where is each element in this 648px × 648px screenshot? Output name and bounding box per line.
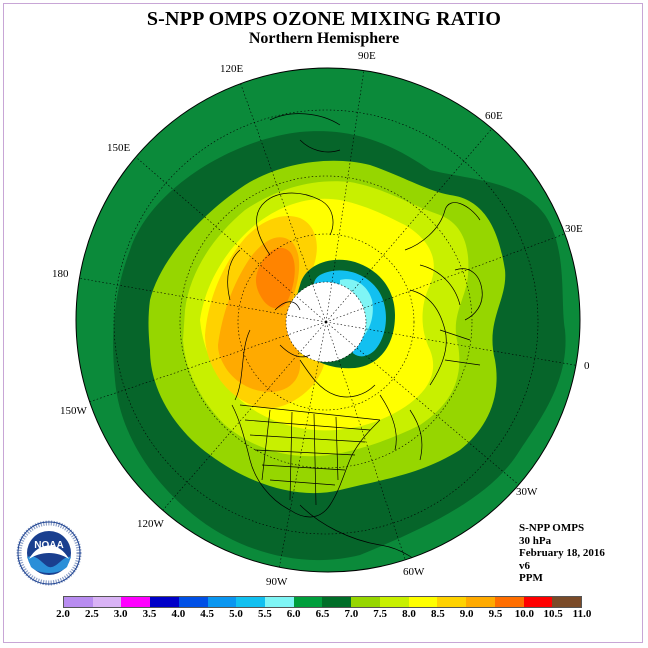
longitude-label-150w: 150W [60, 405, 87, 417]
legend-bin-5 [207, 597, 237, 607]
legend-bin-4 [178, 597, 208, 607]
legend-bin-17 [552, 597, 581, 607]
legend-tick-label: 8.0 [402, 608, 416, 620]
product-info: S-NPP OMPS 30 hPa February 18, 2016 v6 P… [519, 522, 605, 585]
graticule [77, 69, 580, 572]
legend-tick-label: 8.5 [430, 608, 445, 620]
legend-bin-10 [351, 597, 380, 607]
legend-tick-label: 6.5 [315, 608, 330, 620]
legend-tick-label: 5.5 [257, 608, 272, 620]
legend-bin-11 [379, 597, 409, 607]
legend-bin-3 [150, 597, 179, 607]
longitude-label-30w: 30W [516, 486, 538, 498]
legend-tick-label: 3.0 [113, 608, 128, 620]
longitude-label-120w: 120W [137, 518, 164, 530]
legend-tick-label: 5.0 [229, 608, 243, 620]
legend-bin-0 [64, 597, 93, 607]
noaa-logo-text: NOAA [34, 540, 63, 551]
legend-tick-label: 3.5 [142, 608, 157, 620]
legend-bin-2 [121, 597, 151, 607]
longitude-label-90w: 90W [266, 576, 288, 588]
page-subtitle: Northern Hemisphere [248, 30, 400, 47]
longitude-label-150e: 150E [107, 142, 131, 154]
longitude-label-60w: 60W [403, 566, 425, 578]
legend-tick-label: 2.5 [84, 608, 99, 620]
legend-ticks: 2.0 2.5 3.0 3.5 4.0 4.5 5.0 5.5 6.0 6.5 7.0 7.5 8.0 8… [0, 608, 648, 622]
coastlines [227, 113, 483, 572]
longitude-label-90e: 90E [358, 50, 376, 62]
info-level: 30 hPa [519, 534, 552, 547]
legend-bin-9 [322, 597, 352, 607]
legend-bin-12 [408, 597, 438, 607]
legend-bin-13 [437, 597, 467, 607]
longitude-label-120e: 120E [220, 63, 244, 75]
longitude-label-0: 0 [584, 360, 590, 372]
color-legend [63, 596, 582, 608]
page-title: S-NPP OMPS OZONE MIXING RATIO [146, 8, 502, 30]
info-instrument: S-NPP OMPS [519, 522, 585, 534]
legend-tick-label: 7.5 [373, 608, 388, 620]
map-boundary [75, 67, 581, 573]
noaa-logo: NOAA [16, 520, 82, 586]
legend-tick-label: 10.5 [543, 608, 563, 620]
legend-bin-14 [466, 597, 495, 607]
legend-tick-label: 10.0 [514, 608, 534, 620]
legend-bin-6 [236, 597, 266, 607]
info-units: PPM [519, 572, 543, 584]
longitude-label-30e: 30E [565, 223, 583, 235]
legend-tick-label: 9.5 [488, 608, 503, 620]
info-date: February 18, 2016 [519, 547, 605, 559]
legend-bin-15 [494, 597, 524, 607]
legend-tick-label: 6.0 [286, 608, 301, 620]
legend-tick-label: 4.0 [171, 608, 186, 620]
legend-tick-label: 4.5 [200, 608, 215, 620]
longitude-label-60e: 60E [485, 110, 503, 122]
legend-bin-7 [265, 597, 294, 607]
info-version: v6 [519, 559, 530, 572]
legend-bin-1 [92, 597, 122, 607]
legend-tick-label: 2.0 [56, 608, 70, 620]
legend-tick-label: 11.0 [572, 608, 592, 620]
legend-tick-label: 7.0 [344, 608, 359, 620]
legend-bin-16 [523, 597, 553, 607]
longitude-label-180: 180 [52, 268, 69, 280]
figure-frame [3, 3, 643, 643]
legend-tick-label: 9.0 [459, 608, 474, 620]
legend-bin-8 [293, 597, 323, 607]
